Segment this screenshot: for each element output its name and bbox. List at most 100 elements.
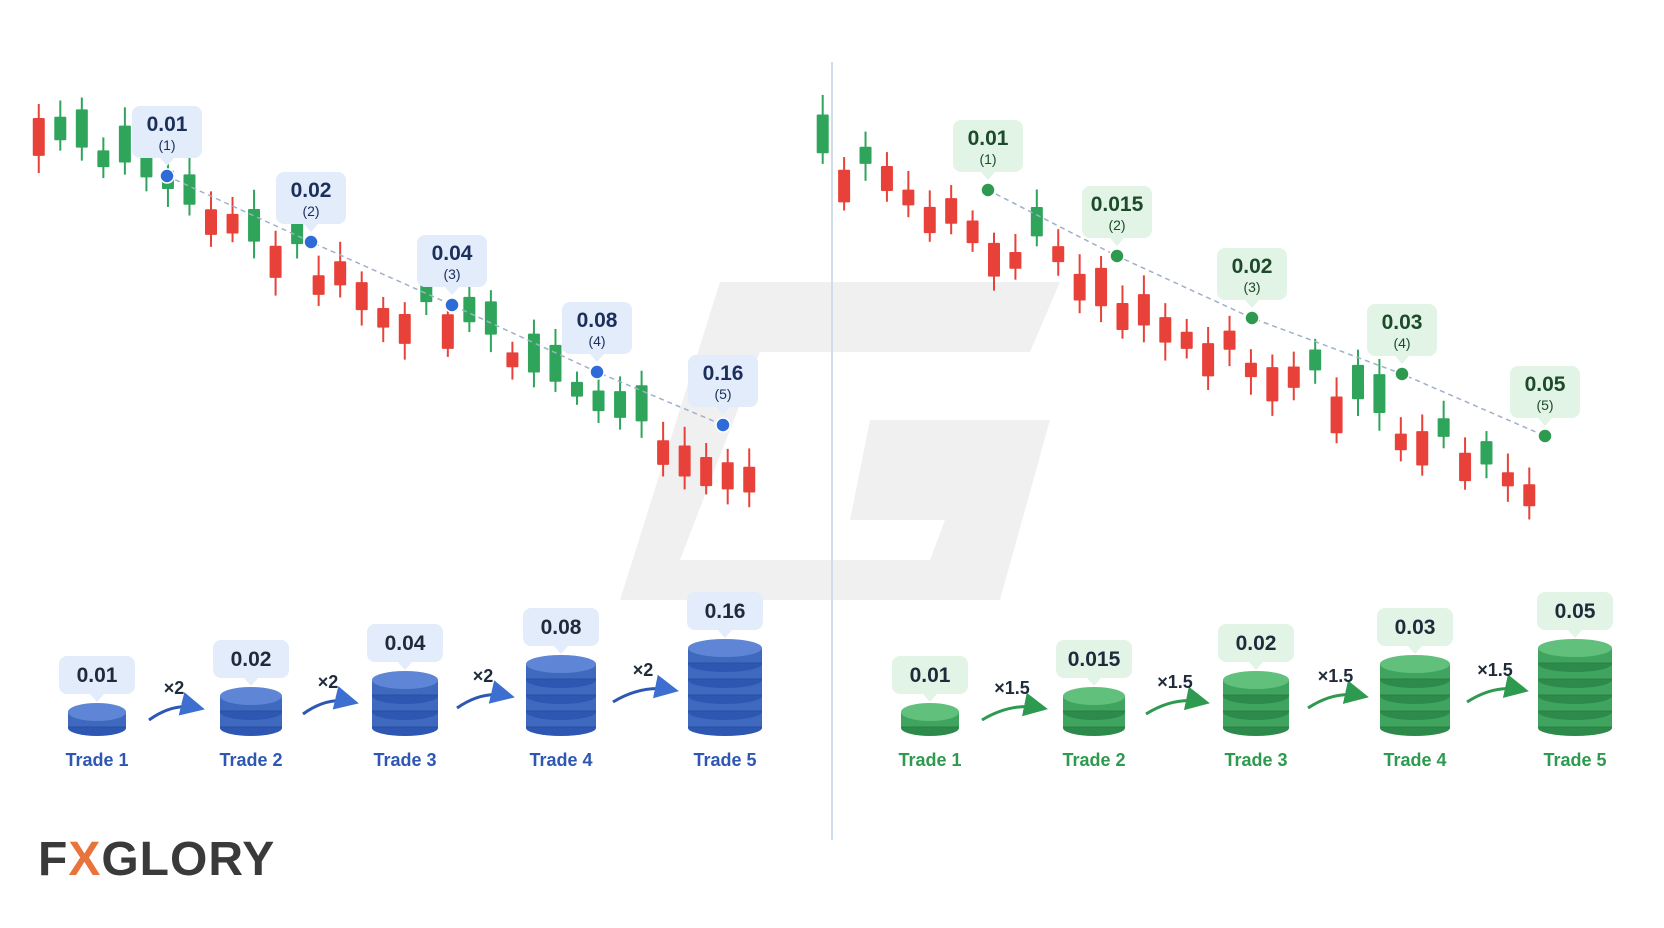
- trade-label: Trade 3: [1224, 750, 1287, 770]
- multiplier-label: ×1.5: [1157, 672, 1193, 692]
- progression-arrow: [1307, 680, 1369, 710]
- stack-lot-label: 0.015: [1056, 640, 1132, 686]
- bullish-candle: [463, 283, 476, 333]
- trade-label: Trade 3: [373, 750, 436, 770]
- bullish-candle: [592, 374, 605, 423]
- entry-lot-value: 0.01: [147, 113, 188, 136]
- entry-index: (1): [979, 151, 996, 167]
- trade-label: Trade 5: [693, 750, 756, 770]
- entry-lot-value: 0.04: [432, 242, 473, 265]
- bearish-candle: [1394, 417, 1407, 462]
- stack-lot-value: 0.05: [1555, 600, 1596, 623]
- entry-trendline: [987, 189, 1546, 437]
- multiplier-label: ×1.5: [994, 678, 1030, 698]
- stack-lot-label: 0.01: [59, 656, 135, 702]
- multiplier-label: ×2: [164, 678, 185, 698]
- entry-label: 0.01(1): [132, 106, 202, 166]
- bearish-candle: [205, 191, 217, 247]
- entry-marker: [980, 182, 996, 198]
- coin-stack: [1538, 639, 1612, 736]
- bearish-candle: [377, 296, 390, 343]
- bearish-candle: [398, 302, 411, 360]
- coin-stack: [1063, 687, 1125, 736]
- progression-arrow: [981, 692, 1048, 722]
- trade-label: Trade 2: [1062, 750, 1125, 770]
- stack-lot-value: 0.02: [1236, 632, 1277, 655]
- bearish-candle: [1287, 351, 1300, 401]
- entry-index: (4): [588, 333, 605, 349]
- bearish-candle: [923, 190, 936, 242]
- progression-arrow: [148, 692, 205, 722]
- progression-arrow: [456, 680, 515, 710]
- bullish-candle: [248, 189, 261, 259]
- bearish-candle: [1416, 414, 1429, 476]
- bearish-candle: [1137, 275, 1150, 343]
- entry-marker: [589, 364, 605, 380]
- coin-stack: [68, 703, 126, 736]
- coin-stack: [220, 687, 282, 736]
- stack-lot-label: 0.01: [892, 656, 968, 702]
- bearish-candle: [1523, 467, 1536, 520]
- bullish-candle: [816, 94, 829, 164]
- progression-arrow: [302, 686, 359, 716]
- bearish-candle: [1459, 437, 1472, 490]
- bearish-candle: [1009, 233, 1022, 280]
- entry-lot-value: 0.02: [291, 179, 332, 202]
- entry-lot-value: 0.08: [577, 309, 618, 332]
- trade-label: Trade 4: [529, 750, 592, 770]
- bullish-candle: [635, 370, 648, 438]
- coin-stack: [372, 671, 438, 736]
- multiplier-label: ×1.5: [1477, 660, 1513, 680]
- multiplier-label: ×2: [633, 660, 654, 680]
- entry-lot-value: 0.015: [1091, 193, 1144, 216]
- bearish-candle: [1501, 453, 1514, 502]
- entry-marker: [715, 417, 731, 433]
- bullish-candle: [183, 155, 196, 216]
- coin-stack: [688, 639, 762, 736]
- bullish-candle: [1030, 189, 1043, 247]
- stack-lot-label: 0.02: [1218, 624, 1294, 670]
- bullish-candle: [1352, 349, 1364, 417]
- entry-label: 0.08(4): [562, 302, 632, 362]
- entry-label: 0.16(5): [688, 355, 758, 415]
- stack-lot-label: 0.08: [523, 608, 599, 654]
- bearish-candle: [902, 170, 915, 218]
- fxglory-logo: FXGLORY: [38, 836, 275, 884]
- entry-index: (2): [302, 203, 319, 219]
- bullish-candle: [484, 290, 497, 353]
- bullish-candle: [75, 97, 88, 161]
- stack-lot-value: 0.04: [385, 632, 426, 655]
- entry-label: 0.02(2): [276, 172, 346, 232]
- entry-index: (5): [1536, 397, 1553, 413]
- entry-index: (3): [443, 266, 460, 282]
- bearish-candle: [1073, 254, 1086, 314]
- bearish-candle: [506, 341, 519, 380]
- stack-lot-value: 0.01: [77, 664, 118, 687]
- bearish-candle: [269, 230, 282, 296]
- bearish-candle: [700, 443, 713, 495]
- entry-marker: [1109, 248, 1125, 264]
- entry-index: (3): [1243, 279, 1260, 295]
- stack-lot-label: 0.04: [367, 624, 443, 670]
- bearish-candle: [1330, 377, 1343, 444]
- stack-lot-value: 0.01: [910, 664, 951, 687]
- coin-stack: [1380, 655, 1450, 736]
- bullish-candle: [1373, 358, 1386, 431]
- entry-lot-value: 0.02: [1232, 255, 1273, 278]
- bearish-candle: [988, 232, 1000, 291]
- stack-lot-value: 0.015: [1068, 648, 1121, 671]
- bearish-candle: [1266, 354, 1279, 416]
- entry-marker: [1394, 366, 1410, 382]
- bearish-candle: [334, 241, 347, 298]
- trade-label: Trade 1: [65, 750, 128, 770]
- entry-label: 0.02(3): [1217, 248, 1287, 308]
- trade-label: Trade 2: [219, 750, 282, 770]
- left-trade-stacks: 0.01 Trade 1 ×2 0.02 Trade 2 ×2 0.04 Trade 3 ×2 0…: [59, 592, 763, 770]
- coin-stack: [526, 655, 596, 736]
- entry-lot-value: 0.01: [968, 127, 1009, 150]
- trade-label: Trade 5: [1543, 750, 1606, 770]
- bullish-candle: [54, 100, 67, 151]
- entry-index: (1): [158, 137, 175, 153]
- progression-arrow: [1145, 686, 1210, 716]
